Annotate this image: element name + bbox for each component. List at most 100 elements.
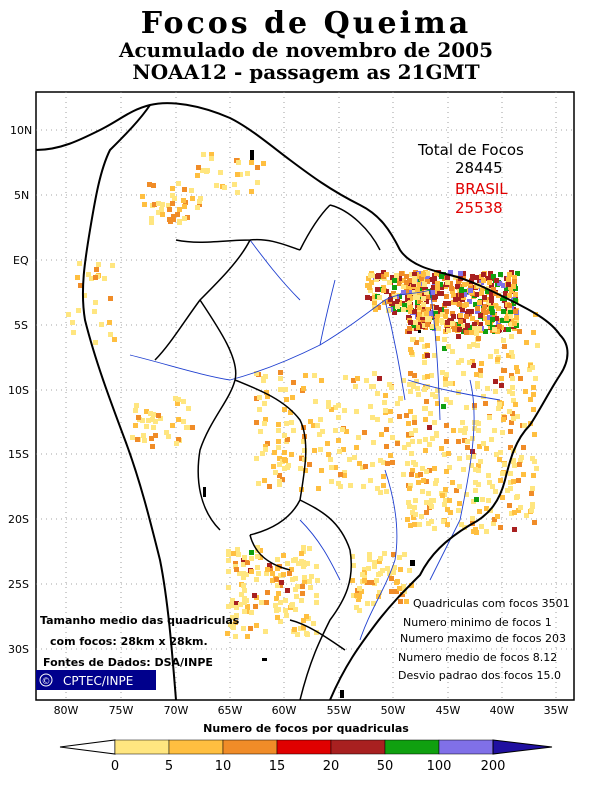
fire-cell: [408, 309, 413, 314]
fire-cell: [283, 608, 288, 613]
fire-cell: [158, 416, 163, 421]
fire-cell: [493, 389, 498, 394]
fire-cell: [435, 281, 440, 286]
copyright-icon: ©: [42, 677, 51, 687]
fire-cell: [432, 279, 437, 284]
fire-cell: [497, 281, 502, 286]
svg-text:Desvio padrao dos focos 15.0: Desvio padrao dos focos 15.0: [398, 669, 561, 682]
fire-cell: [290, 577, 295, 582]
fire-cell: [451, 300, 456, 305]
fire-cell: [384, 444, 389, 449]
fire-cell: [446, 344, 451, 349]
fire-cell: [515, 414, 520, 419]
fire-cell: [435, 286, 440, 291]
fire-cell: [519, 455, 524, 460]
fire-cell: [462, 292, 467, 297]
fire-cell: [329, 407, 334, 412]
fire-cell: [532, 432, 537, 437]
fire-cell: [305, 561, 310, 566]
fire-cell: [402, 303, 407, 308]
fire-cell: [354, 593, 359, 598]
fire-cell: [442, 452, 447, 457]
fire-cell: [481, 278, 486, 283]
fire-cell: [467, 360, 472, 365]
fire-cell: [422, 282, 427, 287]
fire-cell: [392, 310, 397, 315]
fire-cell: [516, 478, 521, 483]
fire-cell: [529, 491, 534, 496]
fire-cell: [245, 171, 250, 176]
fire-cell: [259, 600, 264, 605]
fire-cell: [384, 272, 389, 277]
fire-cell: [431, 285, 436, 290]
fire-cell: [474, 331, 479, 336]
fire-cell: [395, 304, 400, 309]
fire-cell: [93, 275, 98, 280]
fire-cell: [130, 435, 135, 440]
fire-cell: [280, 477, 285, 482]
fire-cell: [340, 427, 345, 432]
fire-cell: [505, 488, 510, 493]
fire-cell: [530, 365, 535, 370]
fire-cell: [397, 586, 402, 591]
fire-cell: [424, 290, 429, 295]
fire-cell: [421, 285, 426, 290]
fire-cell: [476, 482, 481, 487]
fire-cell: [421, 272, 426, 277]
fire-cell: [448, 381, 453, 386]
fire-cell: [296, 561, 301, 566]
fire-cell: [254, 623, 259, 628]
fire-cell: [490, 484, 495, 489]
fire-cell: [354, 605, 359, 610]
fire-cell: [225, 631, 230, 636]
fire-cell: [107, 320, 112, 325]
fire-cell: [369, 280, 374, 285]
fire-cell: [407, 278, 412, 283]
fire-cell: [531, 473, 536, 478]
fire-cell: [295, 632, 300, 637]
fire-cell: [500, 495, 505, 500]
fire-cell: [230, 624, 235, 629]
fire-cell: [428, 411, 433, 416]
fire-cell: [482, 295, 487, 300]
fire-cell: [173, 396, 178, 401]
fire-cell: [301, 625, 306, 630]
fire-cell: [395, 441, 400, 446]
fire-cell: [329, 465, 334, 470]
fire-cell: [93, 340, 98, 345]
fire-cell: [351, 593, 356, 598]
fire-cell: [416, 317, 421, 322]
fire-cell: [484, 529, 489, 534]
fire-cell: [362, 567, 367, 572]
fire-cell: [284, 613, 289, 618]
fire-cell: [447, 465, 452, 470]
fire-cell: [435, 291, 440, 296]
fire-cell: [472, 403, 477, 408]
fire-cell: [408, 305, 413, 310]
fire-cell: [421, 302, 426, 307]
fire-cell: [397, 281, 402, 286]
fire-cell: [464, 405, 469, 410]
fire-cell: [429, 519, 434, 524]
fire-cell: [410, 468, 415, 473]
fire-cell: [459, 522, 464, 527]
fire-cell: [391, 570, 396, 575]
fire-cell: [264, 571, 269, 576]
fire-cell: [415, 287, 420, 292]
fire-cell: [474, 530, 479, 535]
fire-cell: [439, 285, 444, 290]
fire-cell: [278, 619, 283, 624]
fire-cell: [263, 447, 268, 452]
fire-cell: [416, 308, 421, 313]
fire-cell: [470, 274, 475, 279]
fire-cell: [257, 395, 262, 400]
legend-arrow-low: [59, 739, 116, 755]
fire-cell: [304, 631, 309, 636]
fire-cell: [275, 583, 280, 588]
fire-cell: [421, 478, 426, 483]
credit-label: CPTEC/INPE: [63, 674, 133, 688]
fire-cell: [401, 278, 406, 283]
fire-cell: [66, 312, 71, 317]
fire-cell: [312, 448, 317, 453]
fire-cell: [110, 263, 115, 268]
